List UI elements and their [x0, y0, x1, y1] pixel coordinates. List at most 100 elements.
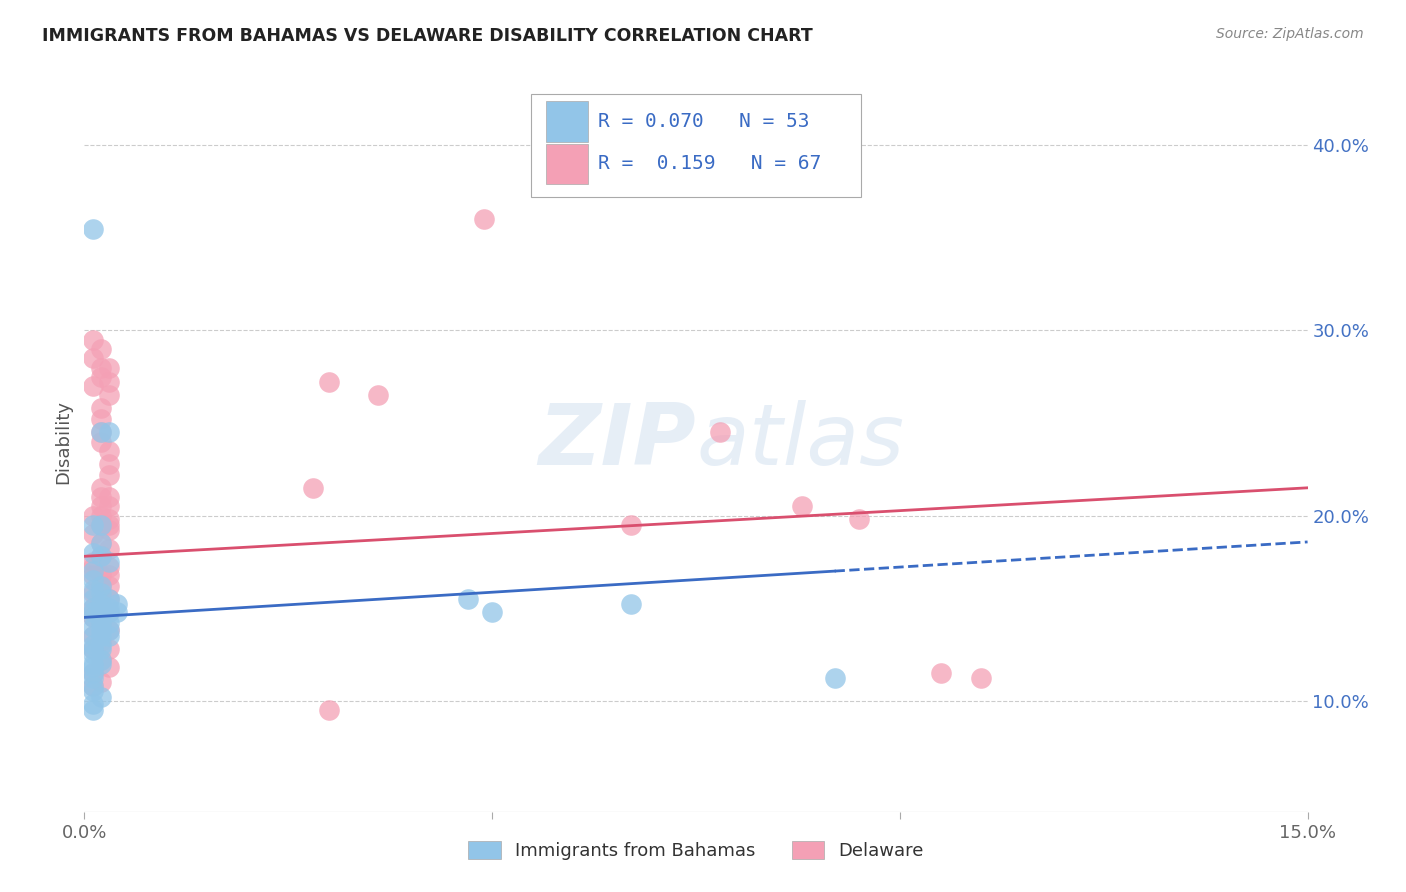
Point — [97, 490, 120, 504]
Point — [90, 629, 112, 643]
Point — [90, 549, 112, 564]
Point — [82, 629, 104, 643]
Point — [90, 517, 112, 532]
Point — [90, 675, 112, 690]
Point — [82, 591, 104, 606]
Point — [318, 376, 340, 390]
Point — [90, 586, 112, 600]
Point — [82, 703, 104, 717]
Point — [97, 567, 120, 582]
Point — [82, 610, 104, 624]
Point — [82, 601, 104, 615]
Point — [82, 351, 104, 366]
Point — [82, 641, 104, 656]
Text: ZIP: ZIP — [538, 400, 696, 483]
Point — [82, 601, 104, 615]
Point — [90, 342, 112, 356]
Point — [82, 610, 104, 624]
Point — [97, 624, 120, 638]
Point — [929, 665, 952, 680]
Point — [97, 629, 120, 643]
FancyBboxPatch shape — [531, 94, 860, 197]
Point — [90, 536, 112, 550]
Point — [82, 679, 104, 693]
Point — [90, 690, 112, 704]
Legend: Immigrants from Bahamas, Delaware: Immigrants from Bahamas, Delaware — [460, 832, 932, 870]
Point — [82, 665, 104, 680]
Point — [97, 360, 120, 375]
Point — [82, 657, 104, 671]
Point — [90, 508, 112, 523]
Point — [97, 591, 120, 606]
Point — [90, 412, 112, 426]
Point — [82, 679, 104, 693]
Text: R = 0.070   N = 53: R = 0.070 N = 53 — [598, 112, 810, 131]
Point — [90, 598, 112, 612]
Point — [301, 481, 323, 495]
Point — [97, 555, 120, 569]
Point — [367, 388, 389, 402]
Point — [90, 360, 112, 375]
Point — [97, 425, 120, 440]
Point — [97, 601, 120, 615]
Point — [90, 615, 112, 630]
Point — [90, 605, 112, 619]
Point — [90, 653, 112, 667]
Point — [82, 560, 104, 574]
Point — [90, 624, 112, 638]
FancyBboxPatch shape — [546, 102, 588, 142]
Point — [90, 401, 112, 416]
Point — [970, 672, 993, 686]
Point — [97, 512, 120, 526]
Point — [90, 536, 112, 550]
Point — [82, 629, 104, 643]
Point — [90, 579, 112, 593]
Point — [620, 517, 643, 532]
Point — [90, 591, 112, 606]
Point — [90, 615, 112, 630]
Point — [90, 653, 112, 667]
Point — [82, 582, 104, 597]
Point — [82, 586, 104, 600]
Point — [97, 660, 120, 674]
Point — [82, 660, 104, 674]
Point — [82, 641, 104, 656]
Point — [90, 369, 112, 384]
FancyBboxPatch shape — [546, 144, 588, 185]
Point — [97, 579, 120, 593]
Point — [481, 605, 503, 619]
Point — [90, 434, 112, 449]
Point — [97, 388, 120, 402]
Point — [82, 698, 104, 712]
Text: atlas: atlas — [696, 400, 904, 483]
Point — [824, 672, 846, 686]
Point — [90, 517, 112, 532]
Point — [90, 579, 112, 593]
Point — [105, 598, 128, 612]
Point — [82, 517, 104, 532]
Point — [90, 567, 112, 582]
Point — [82, 508, 104, 523]
Point — [97, 457, 120, 471]
Point — [82, 527, 104, 541]
Point — [82, 619, 104, 633]
Point — [97, 517, 120, 532]
Point — [90, 490, 112, 504]
Point — [90, 425, 112, 440]
Point — [97, 500, 120, 514]
Point — [82, 546, 104, 560]
Point — [82, 672, 104, 686]
Point — [620, 598, 643, 612]
Point — [97, 591, 120, 606]
Point — [82, 379, 104, 393]
Point — [97, 560, 120, 574]
Point — [97, 641, 120, 656]
Point — [82, 605, 104, 619]
Point — [90, 641, 112, 656]
Point — [90, 605, 112, 619]
Point — [82, 648, 104, 662]
Point — [97, 605, 120, 619]
Point — [318, 703, 340, 717]
Point — [82, 221, 104, 235]
Text: Source: ZipAtlas.com: Source: ZipAtlas.com — [1216, 27, 1364, 41]
